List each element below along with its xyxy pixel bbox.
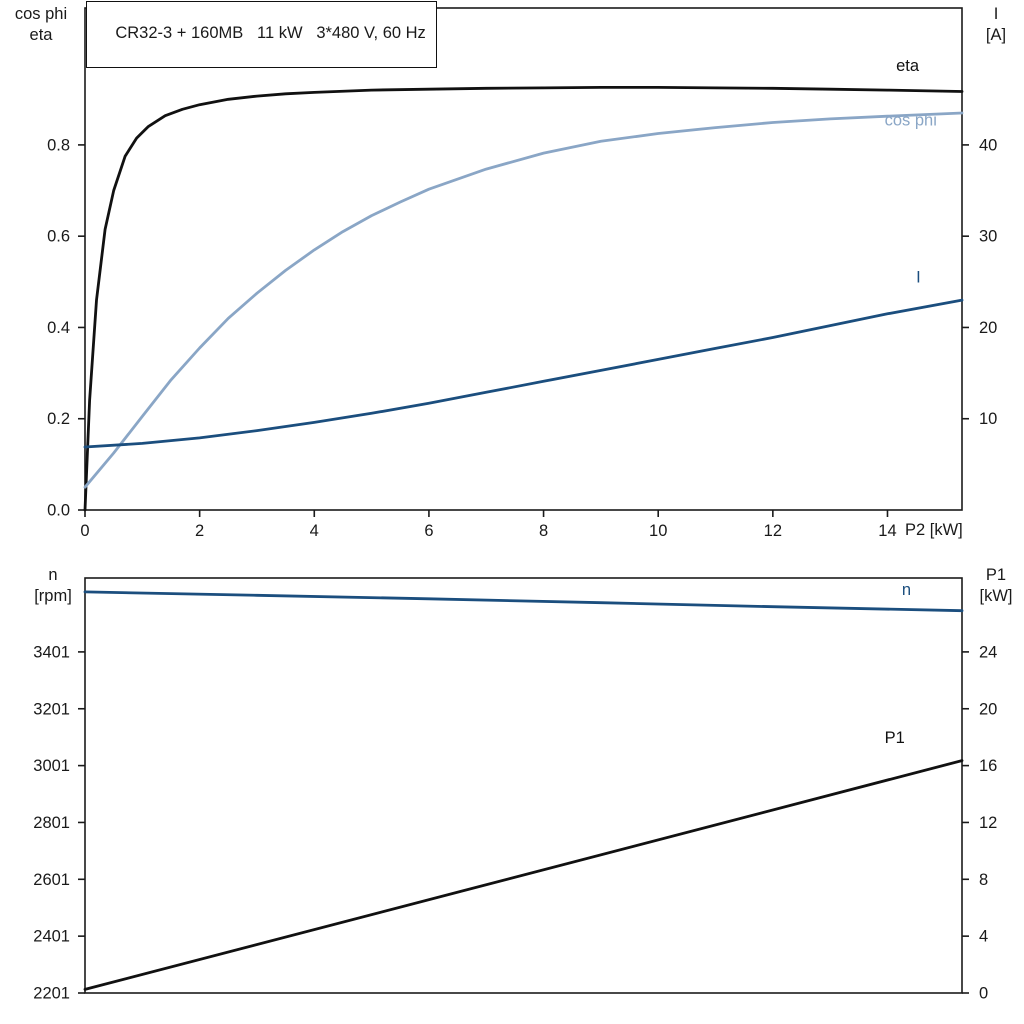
- right-tick-label: 12: [979, 814, 997, 832]
- left-tick-label: 2801: [33, 814, 70, 832]
- bottom-left-axis-label: n [rpm]: [22, 565, 84, 607]
- left-tick-label: 2601: [33, 871, 70, 889]
- chart-title-box: CR32-3 + 160MB 11 kW 3*480 V, 60 Hz: [86, 1, 437, 68]
- top-right-axis-label: I [A]: [972, 4, 1020, 46]
- top-left-axis-label-line2: eta: [29, 26, 53, 44]
- right-tick-label: 20: [979, 700, 997, 718]
- right-tick-label: 40: [979, 136, 997, 154]
- x-tick-label: 4: [310, 522, 319, 540]
- left-tick-label: 0.6: [47, 228, 70, 246]
- chart-title: CR32-3 + 160MB 11 kW 3*480 V, 60 Hz: [115, 24, 426, 42]
- x-tick-label: 10: [649, 522, 667, 540]
- x-tick-label: 14: [878, 522, 896, 540]
- bottom-plot-frame: [84, 577, 963, 994]
- x-axis-label: P2 [kW]: [905, 521, 963, 539]
- top-right-axis-label-line1: I: [993, 5, 999, 23]
- left-tick-label: 2401: [33, 928, 70, 946]
- x-tick-label: 0: [80, 522, 89, 540]
- right-tick-label: 16: [979, 757, 997, 775]
- bottom-right-axis-label-line1: P1: [985, 566, 1007, 584]
- curve-label-I: I: [916, 269, 921, 287]
- left-tick-label: 0.8: [47, 136, 70, 154]
- left-tick-label: 0.2: [47, 410, 70, 428]
- curve-label-n: n: [902, 581, 911, 599]
- right-tick-label: 0: [979, 985, 988, 1003]
- bottom-right-axis-label: P1 [kW]: [972, 565, 1020, 607]
- curve-P1: [83, 759, 964, 991]
- curve-I: [83, 298, 964, 449]
- right-tick-label: 24: [979, 643, 997, 661]
- top-right-axis-label-line2: [A]: [985, 26, 1007, 44]
- right-tick-label: 4: [979, 928, 988, 946]
- bottom-left-axis-label-line1: n: [48, 566, 58, 584]
- curve-eta: [83, 86, 964, 512]
- curve-label-P1: P1: [885, 729, 905, 747]
- curve-label-cos-phi: cos phi: [885, 112, 937, 130]
- left-tick-label: 3201: [33, 700, 70, 718]
- top-left-axis-label-line1: cos phi: [14, 5, 68, 23]
- bottom-right-axis-label-line2: [kW]: [979, 587, 1013, 605]
- top-left-axis-label: cos phi eta: [2, 4, 80, 46]
- top-plot-frame: [84, 7, 963, 511]
- left-tick-label: 0.0: [47, 502, 70, 520]
- right-tick-label: 30: [979, 228, 997, 246]
- x-tick-label: 12: [764, 522, 782, 540]
- curve-n: [83, 590, 964, 613]
- curve-label-eta: eta: [896, 57, 920, 75]
- curve-cos-phi: [83, 111, 964, 489]
- left-tick-label: 2201: [33, 985, 70, 1003]
- x-tick-label: 8: [539, 522, 548, 540]
- x-tick-label: 2: [195, 522, 204, 540]
- right-tick-label: 20: [979, 319, 997, 337]
- left-tick-label: 3401: [33, 643, 70, 661]
- left-tick-label: 0.4: [47, 319, 70, 337]
- left-tick-label: 3001: [33, 757, 70, 775]
- right-tick-label: 8: [979, 871, 988, 889]
- x-tick-label: 6: [424, 522, 433, 540]
- right-tick-label: 10: [979, 410, 997, 428]
- bottom-left-axis-label-line2: [rpm]: [34, 587, 72, 605]
